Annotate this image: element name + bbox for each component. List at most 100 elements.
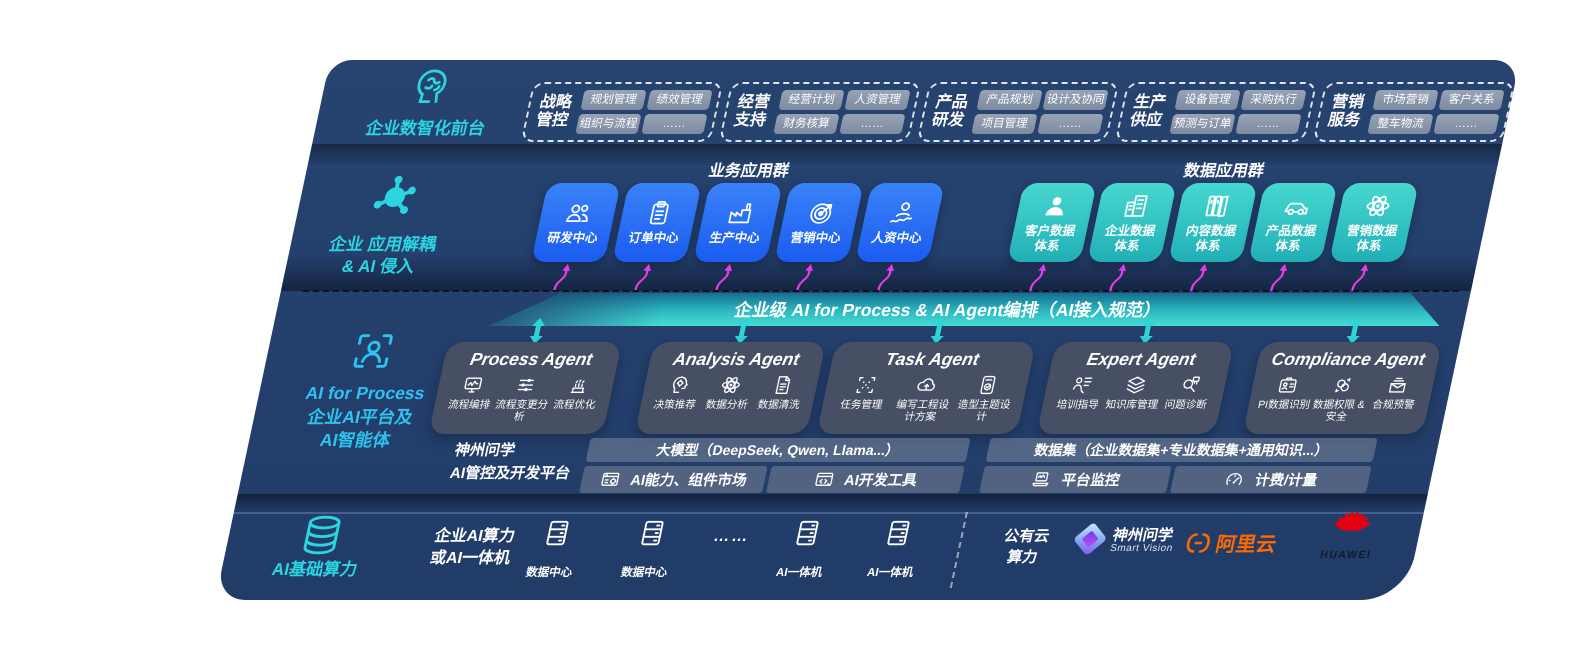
laptop-icon	[1029, 469, 1054, 490]
agent-capability: 数据分析	[699, 374, 759, 411]
gauge-icon	[1222, 469, 1247, 490]
tile-label: 营销中心	[789, 231, 843, 246]
tile-label: 内容数据 体系	[1184, 224, 1238, 253]
platform-cell: 计费/计量	[1169, 466, 1372, 493]
front-group-chip: ……	[1037, 114, 1104, 134]
layer-separator-dashed-line	[302, 290, 1460, 292]
ai-platform-label: AI for Process 企业AI平台及 AI智能体	[246, 382, 473, 453]
devtools-icon	[811, 469, 836, 490]
hr-icon	[885, 199, 919, 227]
magenta-flow-arrow	[634, 263, 651, 291]
tile-label: 研发中心	[546, 231, 600, 246]
permission-icon	[1330, 374, 1357, 396]
agent-items: PI数据识别 数据权限 & 安全 合规预警	[1245, 370, 1436, 423]
orchestration-bar-label: 企业级 AI for Process & AI Agent编排（AI接入规范）	[732, 300, 1164, 320]
agent-capability-label: 决策推荐	[652, 399, 697, 411]
tile-label: 生产中心	[708, 231, 762, 246]
agent-capability-label: 数据清洗	[756, 399, 801, 411]
agent-box: Analysis Agent 决策推荐 数据分析 数据清洗	[634, 342, 827, 434]
teal-double-arrow	[930, 318, 946, 344]
agent-title: Process Agent	[468, 349, 595, 369]
front-group: 产品 研发 产品规划 设计及协同 项目管理……	[916, 82, 1120, 142]
front-group-chip: 绩效管理	[646, 90, 713, 110]
teal-double-arrow	[734, 318, 750, 344]
design-icon	[975, 374, 1002, 396]
agent-items: 决策推荐 数据分析 数据清洗	[639, 370, 820, 411]
front-group-chip: 设计及协同	[1042, 90, 1109, 110]
app-layer-label-line2: & AI 侵入	[340, 256, 417, 276]
front-group: 战略 管控 规划管理 绩效管理 组织与流程……	[520, 82, 724, 142]
layers-icon	[1123, 374, 1150, 396]
infra-node-ellipsis: ……	[711, 528, 752, 545]
agent-capability-label: 问题诊断	[1163, 399, 1208, 411]
front-group-title: 生产 供应	[1128, 94, 1168, 129]
server-icon	[880, 518, 916, 548]
orchestration-bar: 企业级 AI for Process & AI Agent编排（AI接入规范）	[489, 293, 1446, 326]
building-icon	[1118, 192, 1152, 220]
infra-node-label: AI一体机	[774, 567, 824, 579]
agent-capability-label: 知识库管理	[1104, 399, 1160, 411]
agent-capability-label: 数据权限 & 安全	[1311, 399, 1366, 424]
alibaba-brackets-icon	[1186, 532, 1211, 553]
server-icon	[634, 518, 670, 548]
team-icon	[561, 199, 595, 227]
magenta-flow-arrow	[553, 263, 570, 291]
front-group-title: 营销 服务	[1326, 94, 1366, 129]
front-group: 经营 支持 经营计划 人资管理 财务核算……	[718, 82, 922, 142]
agent-title: Expert Agent	[1085, 349, 1198, 369]
agent-box: Task Agent 任务管理 编写工程设计方案 造型主题设计	[816, 342, 1037, 434]
atom-icon	[718, 374, 745, 396]
agent-box: Compliance Agent PI数据识别 数据权限 & 安全 合规预警	[1242, 342, 1443, 434]
factory-icon	[723, 199, 757, 227]
platform-cell: AI开发工具	[765, 466, 965, 493]
tile-label: 营销数据 体系	[1345, 224, 1399, 253]
front-group-chip: 客户关系	[1438, 90, 1505, 110]
atom-icon	[1360, 192, 1394, 220]
agent-capability-label: 数据分析	[704, 399, 749, 411]
platform-cell-label: AI能力、组件市场	[628, 473, 749, 489]
agent-title: Analysis Agent	[671, 349, 802, 369]
front-group-chip: 设备管理	[1174, 90, 1241, 110]
brain-icon	[406, 65, 459, 109]
front-group-chip: 组织与流程	[575, 114, 642, 134]
agent-capability-label: 造型主题设计	[956, 399, 1012, 424]
car-icon	[1279, 192, 1313, 220]
business-group-title: 业务应用群	[706, 163, 791, 180]
tile-label: 人资中心	[870, 231, 924, 246]
partner-huawei-name: HUAWEI	[1319, 549, 1373, 561]
front-group-chips: 经营计划 人资管理 财务核算……	[773, 90, 911, 134]
front-group-chips: 设备管理 采购执行 预测与订单……	[1169, 90, 1307, 134]
platform-cell: 平台监控	[978, 466, 1172, 493]
infra-node-label: 数据中心	[619, 567, 669, 579]
model-bar: 大模型（DeepSeek, Qwen, Llama...）	[585, 438, 971, 462]
front-group: 营销 服务 市场营销 客户关系 整车物流……	[1312, 82, 1516, 142]
ai-platform-label-line1: AI for Process	[303, 383, 427, 403]
platform-cell: AI能力、组件市场	[578, 466, 768, 493]
decision-icon	[666, 374, 693, 396]
agent-capability: 任务管理	[827, 374, 899, 423]
infra-node: AI一体机	[757, 518, 850, 580]
front-group-chip: ……	[1235, 114, 1302, 134]
magenta-flow-arrow	[1029, 263, 1046, 291]
tile-label: 客户数据 体系	[1023, 224, 1077, 253]
front-group-chip: 规划管理	[580, 90, 647, 110]
dataset-bar: 数据集（企业数据集+专业数据集+通用知识...）	[985, 438, 1378, 462]
ai-platform-label-line2: 企业AI平台及	[305, 406, 415, 427]
partner-alibaba-name: 阿里云	[1213, 534, 1279, 556]
agent-capability-label: 流程优化	[552, 399, 597, 411]
platform-label-line2: AI管控及开发平台	[448, 464, 573, 482]
partner-smartvision-sub: Smart Vision	[1108, 543, 1174, 554]
front-group-chips: 市场营销 客户关系 整车物流……	[1367, 90, 1505, 134]
front-group-chips: 产品规划 设计及协同 项目管理……	[971, 90, 1109, 134]
magenta-flow-arrow	[1351, 263, 1368, 291]
front-group-title: 产品 研发	[930, 94, 970, 129]
front-group-chip: 预测与订单	[1169, 114, 1236, 134]
ai-platform-label-line3: AI智能体	[318, 430, 393, 451]
agent-capability-label: PI数据识别	[1256, 399, 1312, 411]
target-icon	[804, 199, 838, 227]
front-group-chip: 市场营销	[1372, 90, 1439, 110]
front-group-chip: 整车物流	[1367, 114, 1434, 134]
agent-box: Expert Agent 培训指导 知识库管理 问题诊断	[1036, 342, 1235, 434]
agent-capability: 培训指导	[1049, 374, 1111, 411]
agent-items: 任务管理 编写工程设计方案 造型主题设计	[819, 370, 1030, 423]
